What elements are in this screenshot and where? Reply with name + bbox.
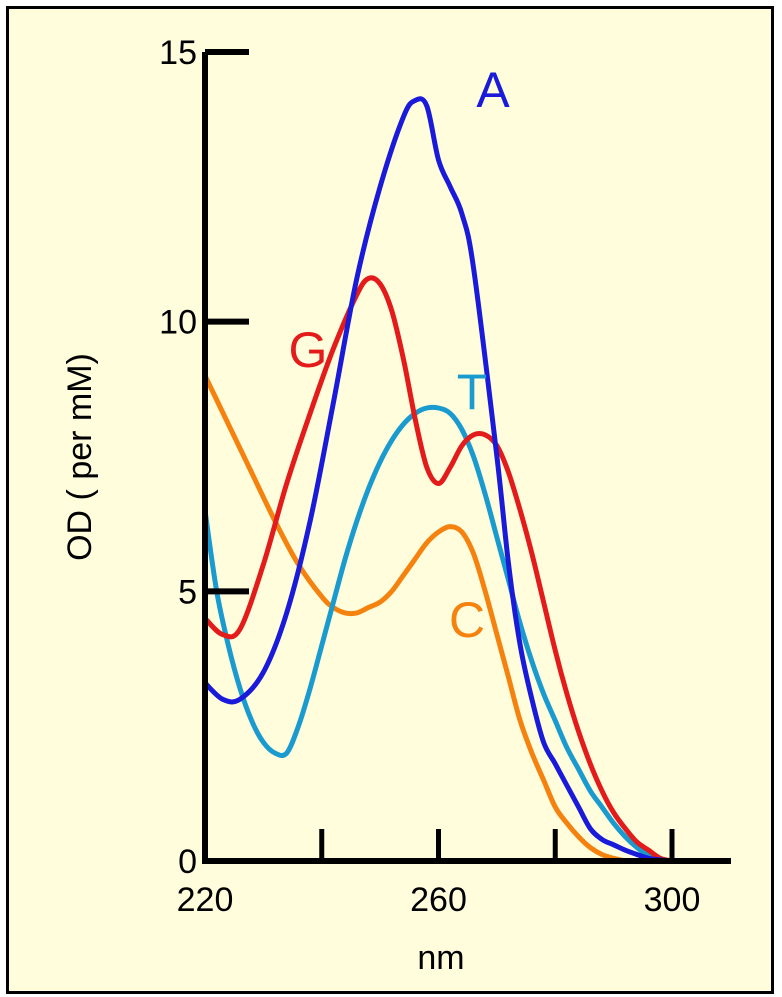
chart-svg: 0 5 10 15 220 260 300 C T G A nm OD ( per mM) (61, 34, 731, 977)
series-label-G: G (289, 322, 328, 378)
x-tick-label-300: 300 (644, 881, 701, 919)
axes-layer (202, 52, 731, 864)
y-tick-label-10: 10 (159, 304, 197, 342)
series-label-A: A (476, 62, 510, 118)
x-tick-label-220: 220 (177, 881, 234, 919)
series-line-A (202, 96, 675, 864)
y-tick-label-0: 0 (178, 843, 197, 881)
label-layer: C T G A (289, 62, 511, 648)
series-layer (202, 96, 675, 864)
tick-layer: 0 5 10 15 220 260 300 (159, 34, 700, 919)
series-line-T (202, 404, 675, 864)
x-axis-title: nm (417, 939, 464, 977)
y-axis-title: OD ( per mM) (61, 353, 99, 561)
series-label-C: C (449, 592, 485, 648)
series-line-G (202, 275, 675, 864)
y-tick-label-5: 5 (178, 573, 197, 611)
x-tick-label-260: 260 (410, 881, 467, 919)
series-label-T: T (457, 364, 488, 420)
series-line-C (202, 373, 628, 864)
y-tick-label-15: 15 (159, 34, 197, 72)
chart-frame: 0 5 10 15 220 260 300 C T G A nm OD ( per mM) (6, 6, 774, 994)
